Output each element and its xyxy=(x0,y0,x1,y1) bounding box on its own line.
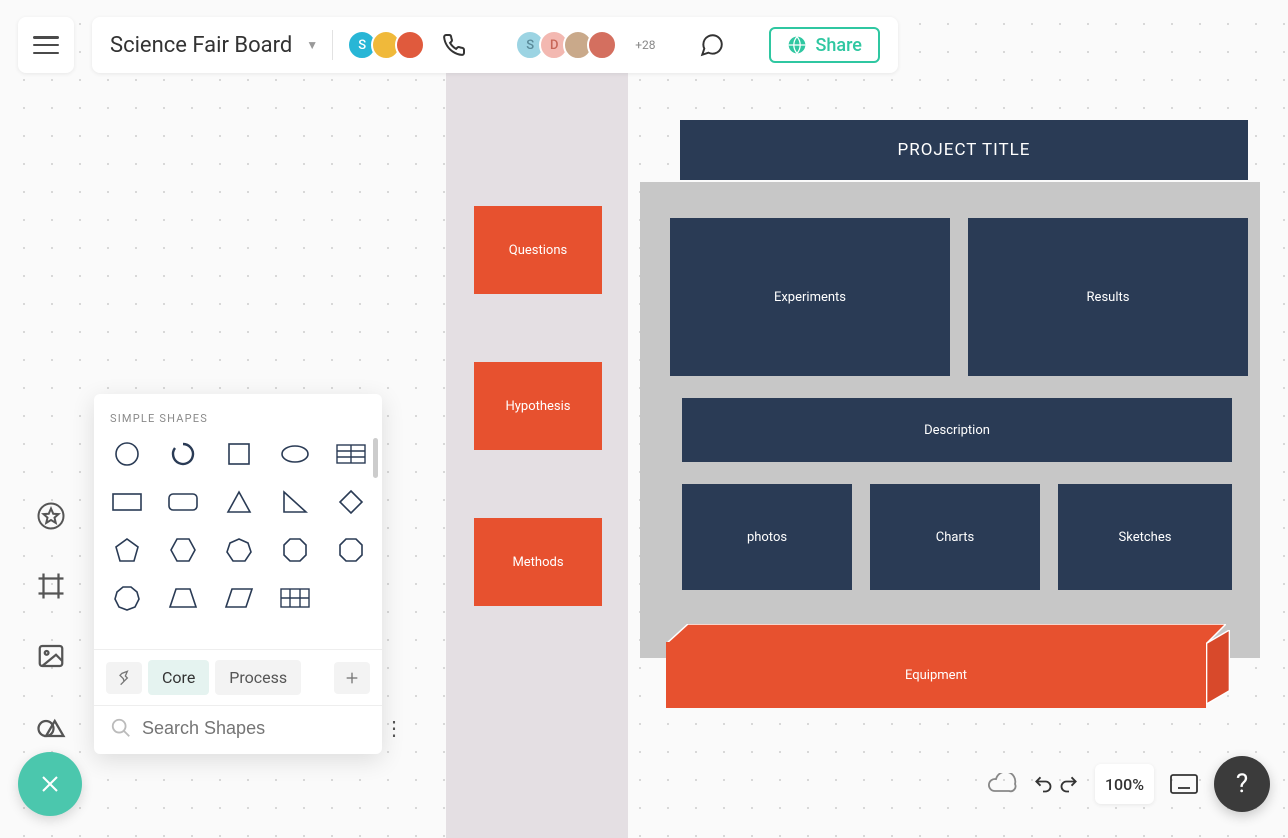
shape-empty xyxy=(332,583,370,613)
pin-icon xyxy=(116,670,132,686)
box-results[interactable]: Results xyxy=(968,218,1248,376)
shapes-panel: SIMPLE SHAPES Core Process xyxy=(94,394,382,754)
equipment-front-face: Equipment xyxy=(666,642,1206,708)
shape-decagon[interactable] xyxy=(108,583,146,613)
project-title-text: PROJECT TITLE xyxy=(898,140,1031,160)
card-label: Hypothesis xyxy=(505,399,570,414)
shape-pentagon[interactable] xyxy=(108,535,146,565)
zoom-level[interactable]: 100% xyxy=(1095,764,1154,804)
globe-icon xyxy=(787,35,807,55)
tool-star[interactable] xyxy=(30,495,72,537)
shape-octagon[interactable] xyxy=(276,535,314,565)
tab-process[interactable]: Process xyxy=(215,660,301,695)
box-label: Charts xyxy=(936,530,974,545)
divider xyxy=(332,30,333,60)
shape-circle[interactable] xyxy=(108,439,146,469)
box-description[interactable]: Description xyxy=(682,398,1232,462)
box-label: Sketches xyxy=(1119,530,1172,545)
card-label: Methods xyxy=(512,555,563,570)
shape-rect[interactable] xyxy=(108,487,146,517)
shape-arc[interactable] xyxy=(164,439,202,469)
avatar-group-active[interactable]: S xyxy=(347,30,425,60)
presence-overflow-count[interactable]: +28 xyxy=(635,38,655,52)
avatar[interactable] xyxy=(395,30,425,60)
hamburger-icon xyxy=(33,36,59,54)
box-label: Results xyxy=(1087,290,1130,305)
shape-table[interactable] xyxy=(332,439,370,469)
card-questions[interactable]: Questions xyxy=(474,206,602,294)
shape-hexagon[interactable] xyxy=(164,535,202,565)
shape-trapezoid[interactable] xyxy=(164,583,202,613)
shape-square[interactable] xyxy=(220,439,258,469)
menu-button[interactable] xyxy=(18,17,74,73)
tool-shapes[interactable] xyxy=(30,705,72,747)
project-title-bar[interactable]: PROJECT TITLE xyxy=(680,120,1248,180)
card-hypothesis[interactable]: Hypothesis xyxy=(474,362,602,450)
search-input[interactable] xyxy=(142,718,374,739)
shape-diamond[interactable] xyxy=(332,487,370,517)
shape-ellipse[interactable] xyxy=(276,439,314,469)
close-icon xyxy=(38,772,62,796)
avatar[interactable] xyxy=(587,30,617,60)
share-label: Share xyxy=(815,35,861,56)
keyboard-icon[interactable] xyxy=(1170,774,1198,794)
shape-round-rect[interactable] xyxy=(164,487,202,517)
shape-parallelogram[interactable] xyxy=(220,583,258,613)
box-photos[interactable]: photos xyxy=(682,484,852,590)
shape-grid[interactable] xyxy=(276,583,314,613)
kebab-menu[interactable]: ⋮ xyxy=(384,716,404,740)
tool-image[interactable] xyxy=(30,635,72,677)
bottom-right-bar: 100% ? xyxy=(987,756,1270,812)
undo-redo xyxy=(1033,774,1079,794)
shape-grid xyxy=(94,435,382,617)
card-label: Questions xyxy=(509,243,567,258)
shape-octagon-alt[interactable] xyxy=(332,535,370,565)
redo-button[interactable] xyxy=(1059,774,1079,794)
panel-tabs: Core Process xyxy=(94,649,382,705)
box-label: Equipment xyxy=(905,668,967,683)
plus-icon xyxy=(344,670,360,686)
title-pill: Science Fair Board ▼ S S D +28 Share xyxy=(92,17,898,73)
top-bar: Science Fair Board ▼ S S D +28 Share xyxy=(18,16,898,74)
tool-frame[interactable] xyxy=(30,565,72,607)
cloud-sync-icon[interactable] xyxy=(987,773,1017,795)
box-label: Description xyxy=(924,423,990,438)
equipment-side-face xyxy=(1206,630,1230,704)
box-charts[interactable]: Charts xyxy=(870,484,1040,590)
document-title[interactable]: Science Fair Board xyxy=(110,33,292,58)
search-icon xyxy=(110,717,132,739)
box-label: photos xyxy=(747,530,787,545)
left-toolbar xyxy=(30,495,72,747)
help-icon: ? xyxy=(1236,769,1248,799)
shape-heptagon[interactable] xyxy=(220,535,258,565)
panel-title: SIMPLE SHAPES xyxy=(94,394,382,435)
tab-add[interactable] xyxy=(334,662,370,694)
box-sketches[interactable]: Sketches xyxy=(1058,484,1232,590)
tab-core[interactable]: Core xyxy=(148,660,209,695)
share-button[interactable]: Share xyxy=(769,27,879,63)
board-column[interactable] xyxy=(446,72,628,838)
phone-icon[interactable] xyxy=(439,30,469,60)
chat-icon[interactable] xyxy=(697,30,727,60)
card-methods[interactable]: Methods xyxy=(474,518,602,606)
shape-right-triangle[interactable] xyxy=(276,487,314,517)
close-fab[interactable] xyxy=(18,752,82,816)
help-fab[interactable]: ? xyxy=(1214,756,1270,812)
box-experiments[interactable]: Experiments xyxy=(670,218,950,376)
avatar-group-viewers[interactable]: S D xyxy=(515,30,617,60)
tab-pin[interactable] xyxy=(106,662,142,694)
box-label: Experiments xyxy=(774,290,846,305)
box-equipment[interactable]: Equipment xyxy=(666,624,1206,708)
undo-button[interactable] xyxy=(1033,774,1053,794)
chevron-down-icon[interactable]: ▼ xyxy=(306,38,318,52)
panel-search: ⋮ xyxy=(94,705,382,754)
shape-triangle[interactable] xyxy=(220,487,258,517)
